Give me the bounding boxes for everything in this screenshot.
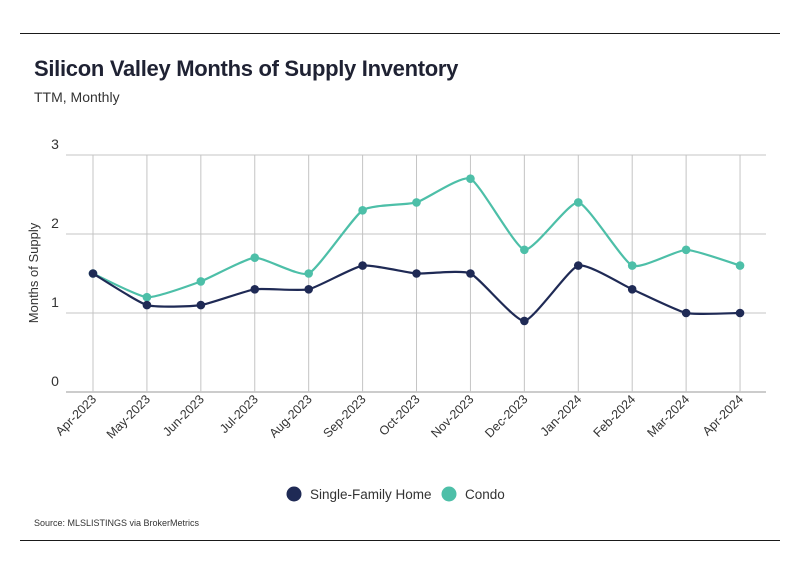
data-point	[196, 277, 206, 286]
data-point	[520, 245, 529, 255]
x-tick-label: Jul-2023	[217, 392, 261, 436]
data-point	[304, 285, 313, 294]
y-tick-label: 2	[51, 215, 59, 231]
legend-marker	[286, 486, 302, 502]
data-point	[196, 300, 206, 310]
x-tick-label: Feb-2024	[591, 392, 639, 440]
data-point	[358, 261, 367, 270]
x-tick-label: Apr-2023	[53, 392, 99, 438]
data-point	[735, 308, 745, 318]
data-point	[681, 308, 691, 318]
data-point	[142, 300, 152, 310]
data-point	[358, 206, 367, 215]
legend-marker	[441, 486, 457, 502]
data-point	[681, 245, 691, 255]
chart-title: Silicon Valley Months of Supply Inventor…	[34, 56, 459, 81]
legend-label: Condo	[465, 487, 505, 502]
top-rule	[20, 33, 780, 34]
x-tick-label: Dec-2023	[482, 392, 530, 440]
x-axis-ticks: Apr-2023 May-2023 Jun-2023 Jul-2023 Aug-2023…	[53, 392, 746, 441]
data-point	[735, 261, 745, 270]
y-axis-label: Months of Supply	[26, 222, 41, 323]
x-tick-label: Mar-2024	[645, 392, 693, 440]
y-tick-label: 0	[51, 373, 59, 389]
source-note: Source: MLSLISTINGS via BrokerMetrics	[34, 518, 200, 528]
x-tick-label: May-2023	[104, 392, 153, 441]
x-tick-label: Nov-2023	[428, 392, 476, 440]
y-tick-label: 3	[51, 136, 59, 152]
x-tick-label: Sep-2023	[320, 392, 368, 440]
data-point	[142, 292, 152, 302]
data-point	[520, 316, 529, 326]
data-point	[466, 269, 475, 278]
data-point	[573, 261, 583, 270]
series	[88, 174, 745, 326]
y-axis-ticks: 0 1 2 3	[51, 136, 59, 389]
chart-subtitle: TTM, Monthly	[34, 89, 120, 105]
data-point	[627, 285, 637, 294]
y-tick-label: 1	[51, 294, 59, 310]
x-tick-label: Aug-2023	[267, 392, 315, 440]
data-point	[412, 269, 421, 278]
bottom-rule	[20, 540, 780, 541]
legend: Single-Family Home Condo	[286, 486, 505, 502]
legend-label: Single-Family Home	[310, 487, 432, 502]
data-point	[627, 261, 637, 270]
x-tick-label: Jan-2024	[538, 392, 585, 439]
data-point	[304, 269, 313, 278]
data-point	[88, 269, 98, 278]
data-point	[250, 285, 260, 294]
data-point	[466, 174, 475, 183]
data-point	[250, 253, 260, 262]
data-point	[412, 198, 421, 207]
x-tick-label: Apr-2024	[700, 392, 746, 438]
x-tick-label: Oct-2023	[376, 392, 422, 438]
x-tick-label: Jun-2023	[160, 392, 207, 439]
data-point	[573, 198, 583, 207]
